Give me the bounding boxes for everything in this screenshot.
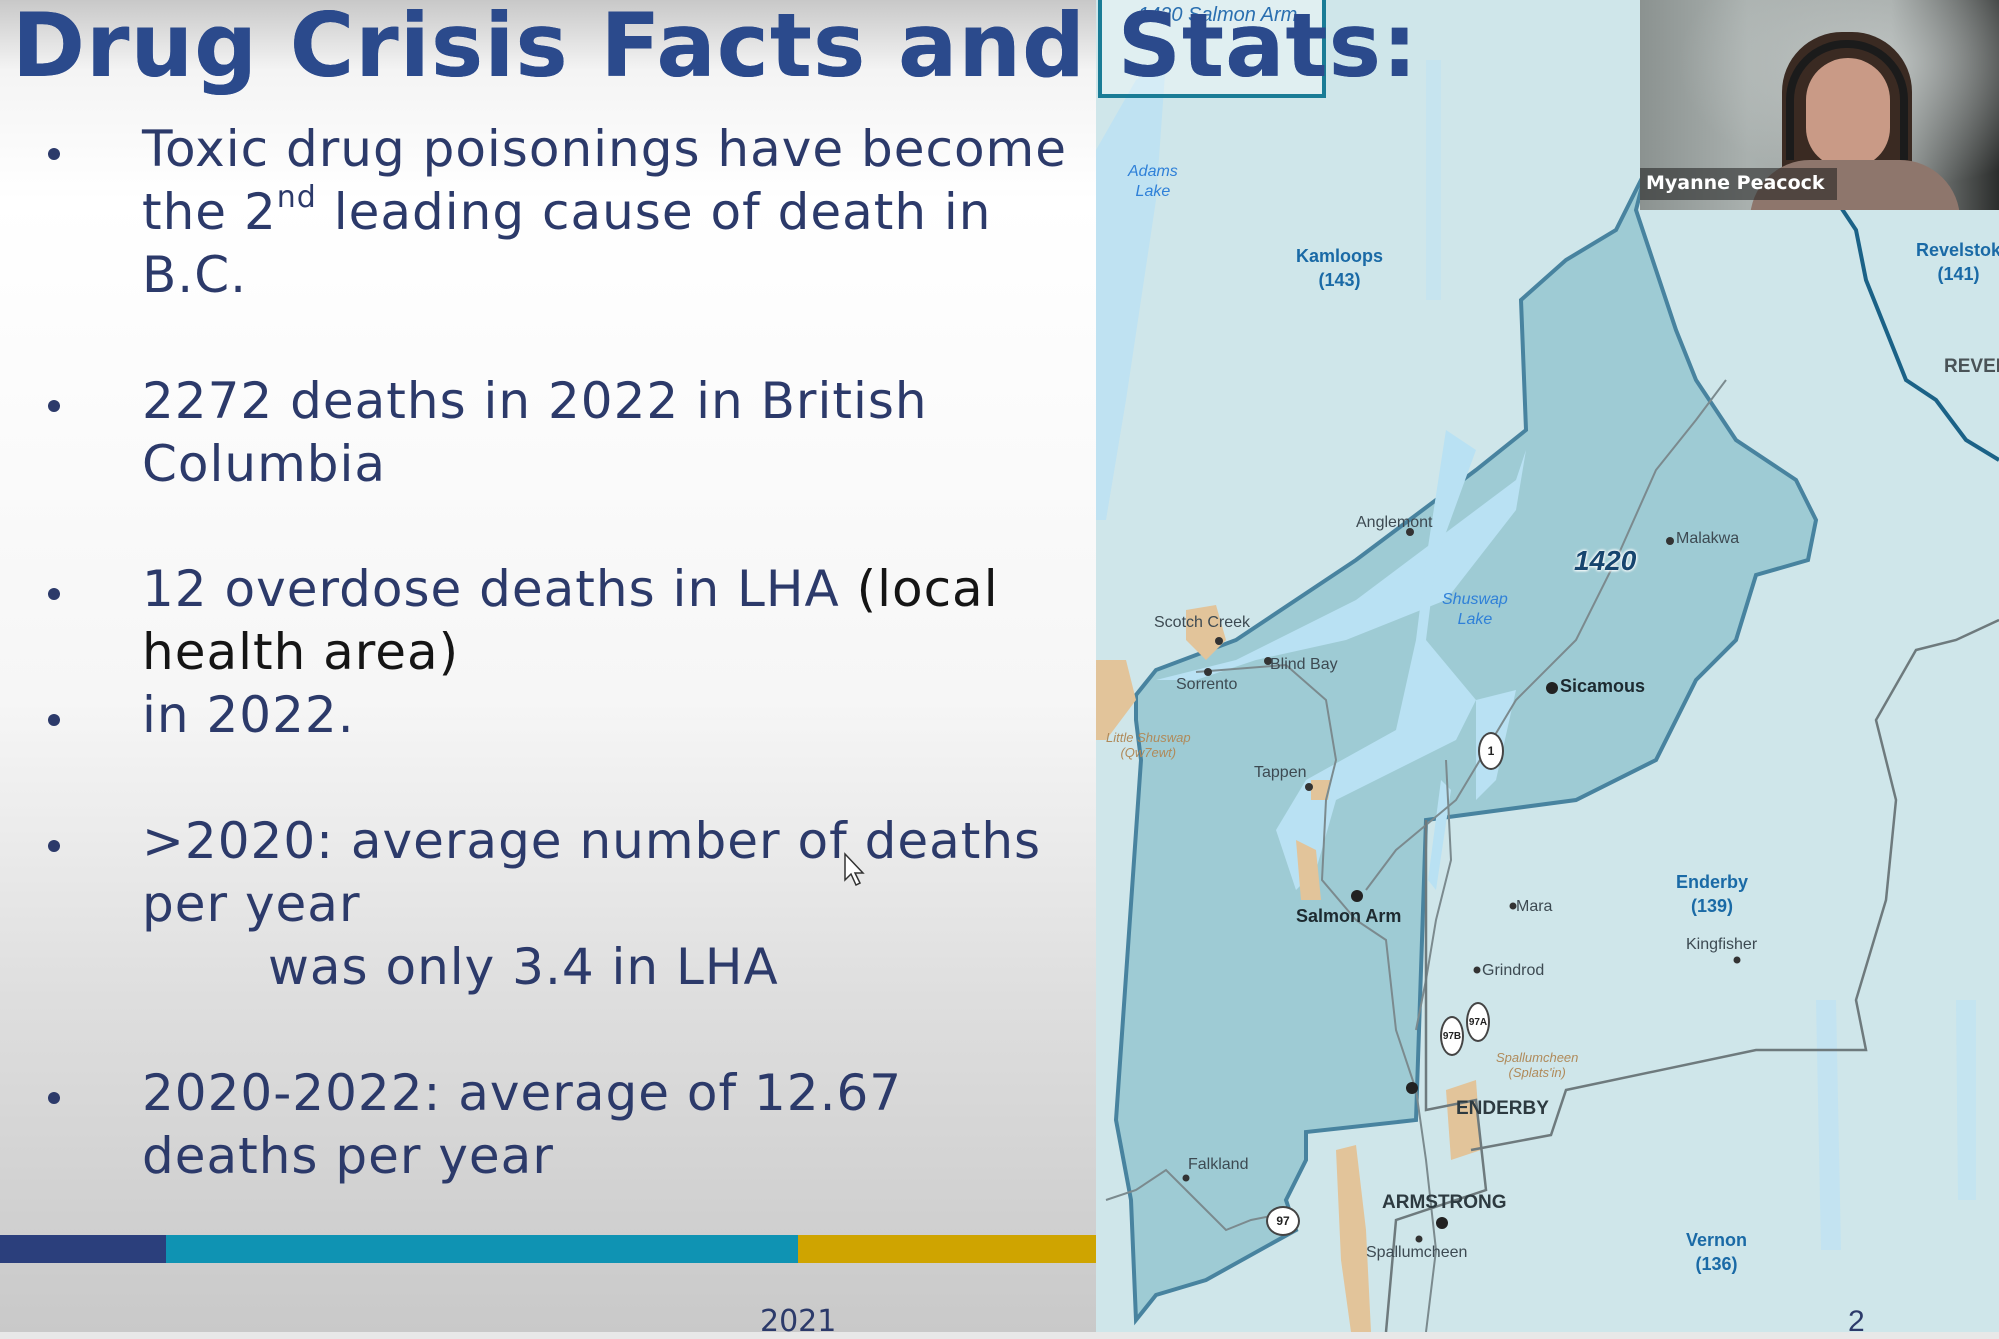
lha-map: 1420 Salmon Arm Kamloops (143) Revelstok(…: [1096, 0, 1999, 1332]
headset-icon: [1786, 40, 1908, 160]
bullet-dot-icon: [48, 400, 60, 412]
highway-97-shield: 97: [1266, 1206, 1300, 1236]
town-sicamous: Sicamous: [1560, 676, 1646, 696]
town-enderby: ENDERBY: [1456, 1098, 1549, 1119]
town-spallumcheen: Spallumcheen: [1366, 1244, 1468, 1261]
bullet-text: leading cause of death in: [316, 183, 992, 241]
water-label-adams-lake: Adams Lake: [1128, 163, 1178, 200]
bullet-text: 2020-2022: average of 12.67: [142, 1064, 903, 1122]
lha-label-vernon: Vernon (136): [1686, 1230, 1748, 1274]
town-kingfisher: Kingfisher: [1686, 936, 1758, 953]
bullet-dot-icon: [48, 148, 60, 160]
town-anglemont: Anglemont: [1356, 514, 1433, 531]
bullet-dot-icon: [48, 1092, 60, 1104]
slide-title: Drug Crisis Facts and Stats:: [12, 0, 1419, 97]
highway-97b-shield: 97B: [1440, 1016, 1464, 1056]
participant-name-label: Myanne Peacock: [1640, 168, 1837, 200]
highway-97a-shield: 97A: [1466, 1002, 1490, 1042]
bullet-text: Columbia: [142, 435, 387, 493]
bullet-text: the 2: [142, 183, 277, 241]
town-armstrong: ARMSTRONG: [1382, 1192, 1507, 1213]
reserve-spallumcheen: Spallumcheen (Splats'in): [1496, 1050, 1579, 1080]
bullet-text: per year: [142, 875, 361, 933]
superscript: nd: [276, 180, 317, 215]
bullet-text: 12 overdose deaths in LHA: [142, 560, 857, 618]
map-legend-box: 1420 Salmon Arm: [1098, 0, 1326, 98]
bullet-text: deaths per year: [142, 1127, 554, 1185]
lha-label-revelstoke: Revelstok (141): [1916, 240, 1999, 284]
bullet-dot-icon: [48, 840, 60, 852]
footer-year: 2021: [760, 1304, 837, 1339]
lha-label-enderby: Enderby (139): [1676, 872, 1749, 916]
bullet-text: health area): [142, 623, 460, 681]
highway-1-shield: 1: [1478, 732, 1504, 770]
bullet-text: B.C.: [142, 246, 248, 304]
lha-label-kamloops: Kamloops (143): [1296, 246, 1384, 290]
town-tappen: Tappen: [1254, 764, 1307, 781]
bullet-text: in 2022.: [142, 686, 355, 744]
bullet-text: was only 3.4 in LHA: [268, 938, 779, 996]
bullet-dot-icon: [48, 588, 60, 600]
region-code-label: 1420: [1574, 545, 1637, 576]
accent-bar-navy: [0, 1235, 166, 1263]
slide-page-number: 2: [1848, 1305, 1865, 1332]
town-sorrento: Sorrento: [1176, 676, 1238, 693]
bullet-text: 2272 deaths in 2022 in British: [142, 372, 928, 430]
bullet-dot-icon: [48, 714, 60, 726]
bullet-text: (local: [856, 560, 999, 618]
town-salmon-arm: Salmon Arm: [1296, 906, 1402, 926]
slide-text-panel: Drug Crisis Facts and Stats: Toxic drug …: [0, 0, 1417, 1339]
accent-bar-gold: [798, 1235, 1096, 1263]
water-label-shuswap-lake: Shuswap Lake: [1442, 591, 1508, 628]
bullet-text: >2020: average number of deaths: [142, 812, 1042, 870]
town-malakwa: Malakwa: [1676, 530, 1740, 547]
bullet-text: Toxic drug poisonings have become: [142, 120, 1068, 178]
town-mara: Mara: [1516, 898, 1553, 915]
town-falkland: Falkland: [1188, 1156, 1249, 1173]
reserve-little-shuswap: Little Shuswap (Qw7ewt): [1106, 730, 1191, 760]
town-grindrod: Grindrod: [1482, 962, 1545, 979]
town-blind-bay: Blind Bay: [1270, 656, 1338, 673]
accent-bar-teal: [166, 1235, 798, 1263]
town-scotch-creek: Scotch Creek: [1154, 614, 1251, 631]
mouse-cursor-icon: [844, 852, 865, 887]
map-graphic: [1096, 0, 1999, 1332]
map-legend-title: 1420 Salmon Arm: [1138, 4, 1298, 26]
participant-video-tile[interactable]: Myanne Peacock: [1640, 0, 1999, 210]
